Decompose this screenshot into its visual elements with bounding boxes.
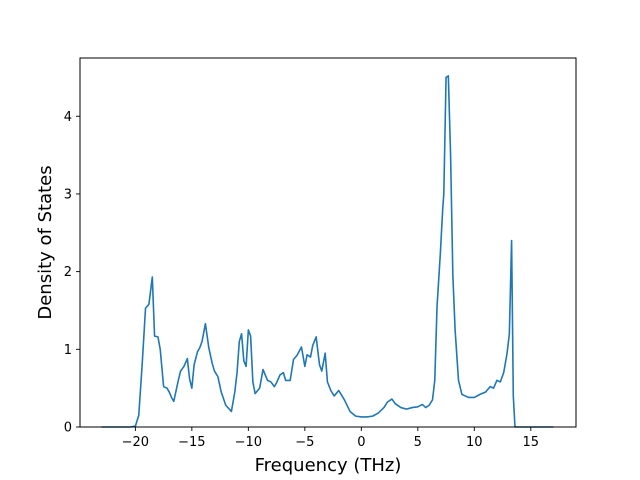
y-axis-label: Density of States (35, 165, 56, 319)
plot-frame (79, 57, 577, 428)
y-tick-label: 4 (64, 110, 72, 125)
x-tick-label: 5 (414, 435, 422, 450)
y-tick-label: 3 (64, 187, 72, 202)
x-axis-ticks: −20 −15 −10 −5 0 5 10 15 (122, 427, 539, 450)
x-tick-label: −10 (235, 435, 262, 450)
x-tick-label: 10 (466, 435, 483, 450)
x-tick-label: −20 (122, 435, 149, 450)
x-tick-label: −15 (178, 435, 205, 450)
y-tick-label: 1 (64, 343, 72, 358)
x-tick-label: 0 (357, 435, 365, 450)
x-tick-label: −5 (295, 435, 314, 450)
plot-area (101, 75, 554, 428)
x-tick-label: 15 (523, 435, 540, 450)
y-axis-ticks: 0 1 2 3 4 (64, 110, 80, 436)
y-tick-label: 2 (64, 265, 72, 280)
dos-series-line (101, 75, 554, 428)
y-tick-label: 0 (64, 421, 72, 436)
x-axis-label: Frequency (THz) (255, 455, 402, 476)
